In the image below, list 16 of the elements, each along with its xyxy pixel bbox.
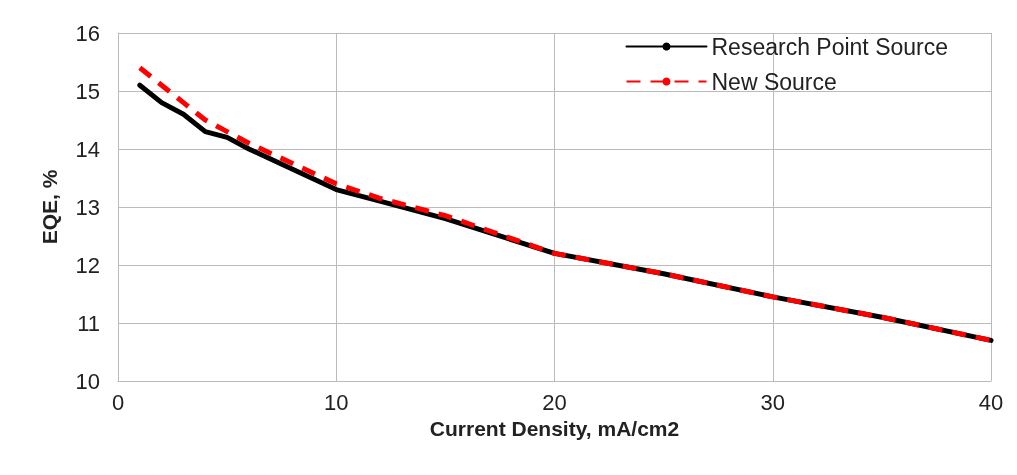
x-tick-label: 20: [542, 389, 567, 415]
y-tick-label: 15: [75, 78, 100, 104]
x-tick-label: 40: [978, 389, 1004, 415]
y-tick-label: 13: [75, 194, 100, 220]
y-tick-label: 12: [75, 252, 100, 278]
legend-label: Research Point Source: [711, 33, 948, 60]
x-tick-label: 30: [760, 389, 785, 415]
y-tick-label: 14: [75, 136, 100, 162]
x-axis-title: Current Density, mA/cm2: [429, 416, 680, 440]
y-tick-label: 10: [75, 368, 100, 394]
y-axis-title: EQE, %: [38, 169, 61, 245]
legend-label: New Source: [711, 68, 837, 95]
y-tick-label: 16: [75, 20, 100, 46]
x-tick-label: 10: [324, 389, 349, 415]
x-tick-label: 0: [111, 389, 125, 415]
y-tick-label: 11: [77, 310, 100, 336]
